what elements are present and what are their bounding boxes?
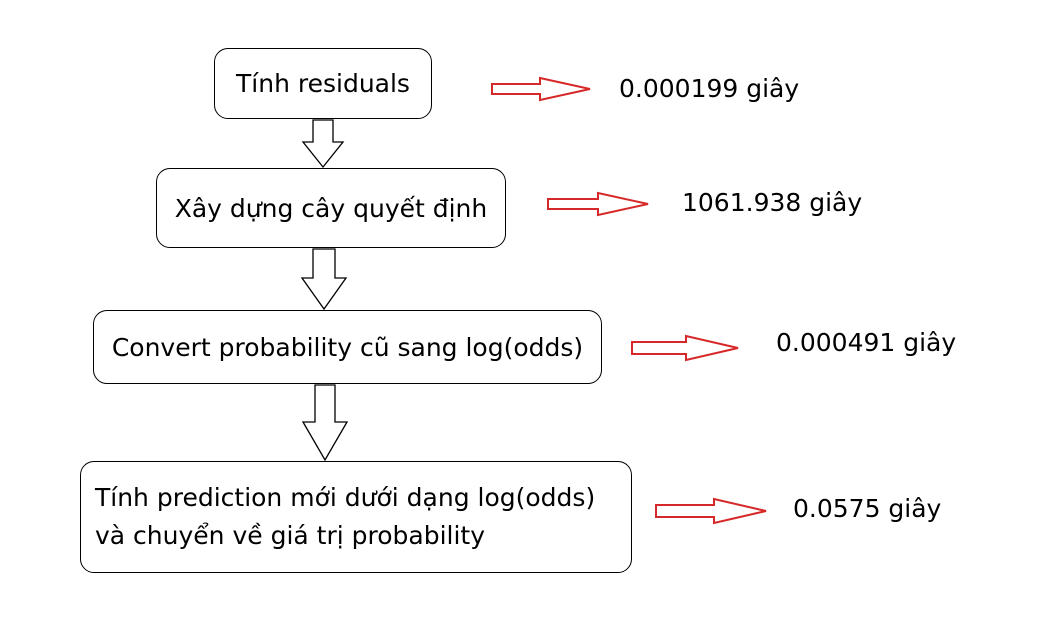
step-label-line1: Tính prediction mới dưới dạng log(odds) [95, 483, 596, 512]
time-arrow-2 [547, 191, 649, 217]
step-time-build-tree: 1061.938 giây [682, 188, 863, 217]
step-box-convert-logodds: Convert probability cũ sang log(odds) [93, 310, 602, 384]
step-time-convert-logodds: 0.000491 giây [776, 328, 957, 357]
step-label: Xây dựng cây quyết định [174, 193, 488, 223]
step-box-new-prediction: Tính prediction mới dưới dạng log(odds) … [80, 461, 632, 573]
flow-arrow-2 [300, 248, 348, 311]
time-arrow-4 [655, 497, 767, 525]
step-label: Tính residuals [236, 69, 410, 98]
step-time-residuals: 0.000199 giây [619, 74, 800, 103]
time-arrow-3 [631, 334, 739, 362]
step-time-new-prediction: 0.0575 giây [793, 494, 942, 523]
flow-arrow-1 [301, 119, 345, 169]
flow-arrow-3 [301, 384, 349, 462]
time-arrow-1 [491, 76, 591, 102]
step-label-line2: và chuyển về giá trị probability [95, 521, 486, 550]
step-label: Convert probability cũ sang log(odds) [111, 332, 584, 362]
step-box-residuals: Tính residuals [214, 48, 432, 119]
step-box-build-tree: Xây dựng cây quyết định [156, 168, 506, 248]
